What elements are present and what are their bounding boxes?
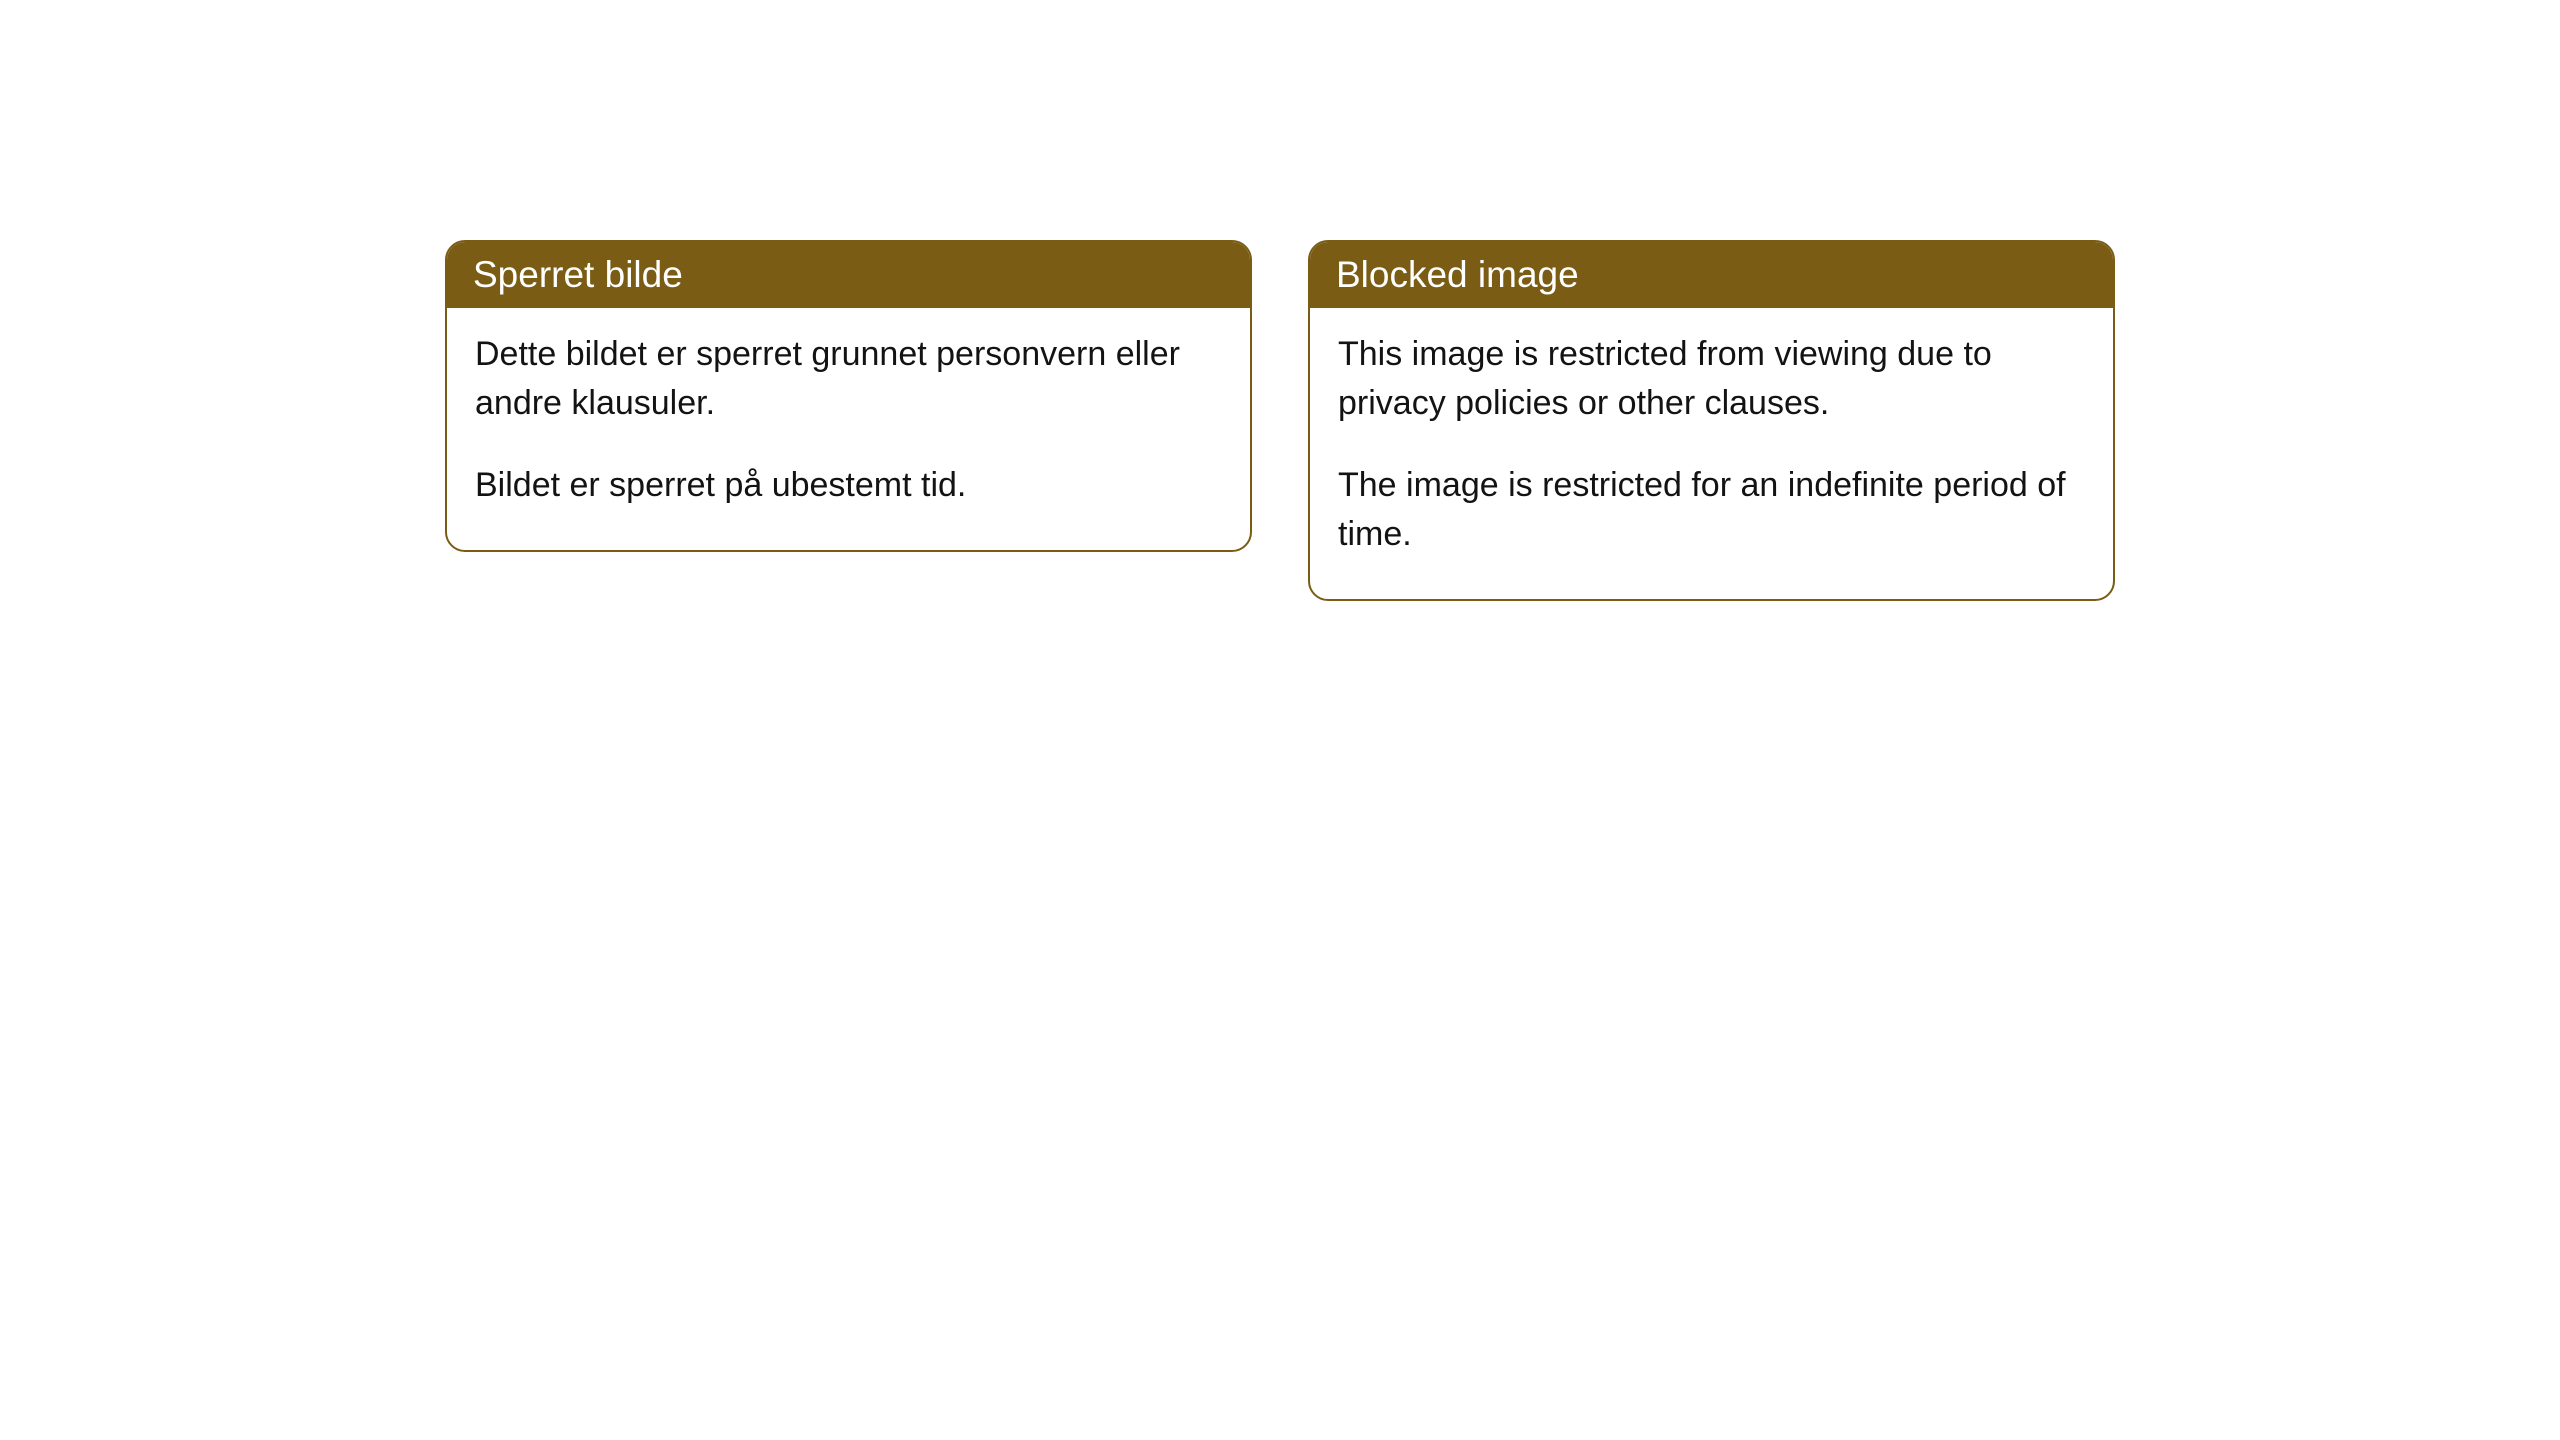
- card-body-english: This image is restricted from viewing du…: [1310, 308, 2113, 599]
- card-norwegian: Sperret bilde Dette bildet er sperret gr…: [445, 240, 1252, 552]
- card-header-english: Blocked image: [1310, 242, 2113, 308]
- card-text-english-1: This image is restricted from viewing du…: [1338, 330, 2085, 429]
- card-english: Blocked image This image is restricted f…: [1308, 240, 2115, 601]
- card-text-norwegian-2: Bildet er sperret på ubestemt tid.: [475, 461, 1222, 510]
- card-text-english-2: The image is restricted for an indefinit…: [1338, 461, 2085, 560]
- card-body-norwegian: Dette bildet er sperret grunnet personve…: [447, 308, 1250, 550]
- card-header-norwegian: Sperret bilde: [447, 242, 1250, 308]
- card-text-norwegian-1: Dette bildet er sperret grunnet personve…: [475, 330, 1222, 429]
- cards-container: Sperret bilde Dette bildet er sperret gr…: [445, 240, 2115, 1440]
